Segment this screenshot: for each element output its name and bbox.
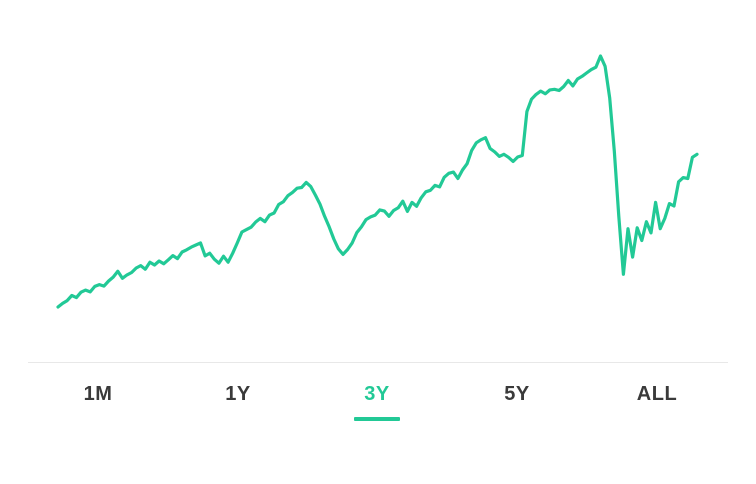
price-line-chart[interactable] (0, 0, 756, 340)
price-chart[interactable] (0, 0, 756, 340)
tab-all[interactable]: ALL (617, 372, 697, 422)
active-tab-indicator (354, 417, 400, 421)
tab-3y[interactable]: 3Y (337, 372, 417, 422)
tab-1y-label: 1Y (225, 383, 251, 405)
tab-5y-label: 5Y (504, 383, 530, 405)
tab-1m-label: 1M (83, 383, 113, 405)
price-line (56, 54, 699, 309)
chart-divider (28, 362, 728, 363)
tab-all-label: ALL (636, 383, 678, 405)
tab-3y-label: 3Y (364, 383, 390, 405)
tab-1m[interactable]: 1M (58, 372, 138, 422)
tab-1y[interactable]: 1Y (198, 372, 278, 422)
tab-5y[interactable]: 5Y (477, 372, 557, 422)
range-selector: 1M 1Y 3Y 5Y ALL (0, 372, 756, 432)
